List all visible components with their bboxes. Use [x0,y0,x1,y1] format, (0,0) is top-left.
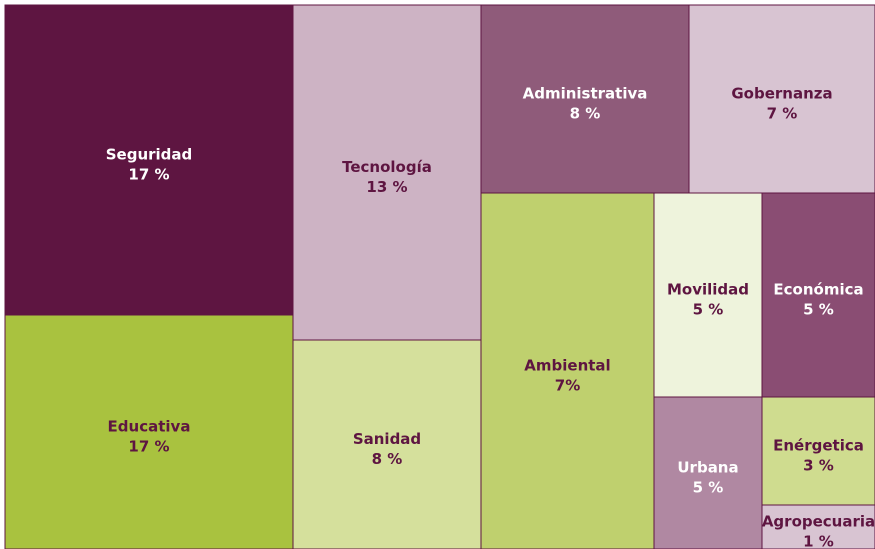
treemap-cell [480,192,655,549]
cell-label: Agropecuaria [762,513,875,531]
cell-value-label: 7 % [767,105,798,123]
cell-label: Sanidad [353,430,421,448]
treemap-cell [4,314,294,549]
cell-label: Enérgetica [773,437,864,455]
treemap-cell [653,192,763,398]
cell-value-label: 8 % [372,450,403,468]
cell-label: Gobernanza [731,85,832,103]
cell-label: Seguridad [106,146,193,164]
cell-label: Movilidad [667,281,749,299]
cell-value-label: 1 % [803,533,834,549]
treemap-cell [292,339,482,549]
cell-value-label: 3 % [803,457,834,475]
cell-label: Educativa [108,418,191,436]
cell-value-label: 17 % [128,438,169,456]
cell-label: Urbana [677,459,738,477]
cell-label: Ambiental [524,357,610,375]
cell-value-label: 8 % [570,105,601,123]
cell-value-label: 5 % [803,301,834,319]
cell-value-label: 5 % [693,301,724,319]
cell-value-label: 5 % [693,479,724,497]
cell-label: Administrativa [523,85,648,103]
treemap-cell [480,4,690,194]
cell-label: Tecnología [342,158,432,176]
treemap-cell [688,4,875,194]
cell-value-label: 7% [555,377,580,395]
cell-value-label: 17 % [128,166,169,184]
treemap-cell [761,504,875,549]
treemap-cell [653,396,763,549]
treemap-cell [761,396,875,506]
treemap-cell [4,4,294,316]
treemap-cell [761,192,875,398]
cell-label: Económica [773,281,863,299]
cell-value-label: 13 % [366,178,407,196]
